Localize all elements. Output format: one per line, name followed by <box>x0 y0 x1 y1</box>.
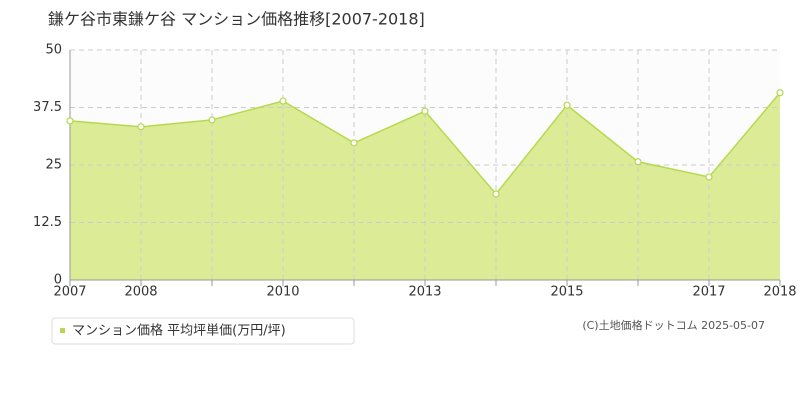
point <box>66 117 74 125</box>
point <box>279 97 287 105</box>
x-tick-label: 2017 <box>692 285 725 300</box>
point <box>563 101 571 109</box>
y-tick-label: 50 <box>45 43 62 58</box>
x-tick-label: 2013 <box>408 285 441 300</box>
chart-title: 鎌ケ谷市東鎌ケ谷 マンション価格推移[2007-2018] <box>48 10 425 29</box>
point <box>350 139 358 147</box>
point <box>634 158 642 166</box>
x-tick-label: 2018 <box>763 285 796 300</box>
point <box>776 89 784 97</box>
point <box>705 173 713 181</box>
point <box>208 116 216 124</box>
legend-box <box>51 317 355 345</box>
x-tick-label: 2007 <box>53 285 86 300</box>
point <box>492 190 500 198</box>
point <box>421 107 429 115</box>
legend-swatch <box>60 328 65 333</box>
y-tick-label: 25 <box>45 158 62 173</box>
y-tick-label: 12.5 <box>33 215 62 230</box>
y-tick-label: 37.5 <box>33 100 62 115</box>
x-tick-label: 2015 <box>550 285 583 300</box>
credit: (C)土地価格ドットコム 2025-05-07 <box>582 318 765 332</box>
legend-label: マンション価格 平均坪単価(万円/坪) <box>72 323 286 339</box>
y-tick-label: 0 <box>54 273 62 288</box>
x-tick-label: 2010 <box>266 285 299 300</box>
point <box>137 123 145 131</box>
x-tick-label: 2008 <box>124 285 157 300</box>
